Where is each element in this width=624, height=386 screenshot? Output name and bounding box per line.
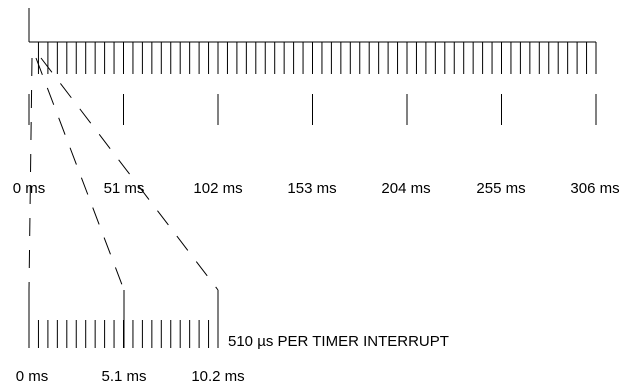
zoom-label-2: 10.2 ms — [191, 368, 244, 385]
zoom-fine-ticks — [28, 320, 219, 348]
zoom-connector-lines — [28, 57, 219, 291]
major-ticks — [28, 94, 597, 125]
major-label-5: 255 ms — [476, 180, 525, 197]
timeline-fine-ticks — [37, 42, 597, 74]
zoom-label-0: 0 ms — [16, 368, 49, 385]
zoom-line-right — [40, 57, 219, 291]
zoom-line-middle — [35, 57, 125, 291]
major-label-6: 306 ms — [570, 180, 619, 197]
top-timeline — [28, 8, 597, 74]
zoomed-timeline — [28, 290, 219, 348]
interrupt-period-annotation: 510 µs PER TIMER INTERRUPT — [228, 333, 449, 350]
major-label-1: 51 ms — [104, 180, 145, 197]
zoom-label-1: 5.1 ms — [101, 368, 146, 385]
major-label-3: 153 ms — [287, 180, 336, 197]
zoom-tick-labels: 0 ms 5.1 ms 10.2 ms — [16, 368, 245, 385]
major-label-2: 102 ms — [193, 180, 242, 197]
major-label-4: 204 ms — [381, 180, 430, 197]
major-label-0: 0 ms — [13, 180, 46, 197]
zoom-line-left — [28, 57, 33, 291]
major-tick-labels: 0 ms 51 ms 102 ms 153 ms 204 ms 255 ms 3… — [13, 180, 620, 197]
